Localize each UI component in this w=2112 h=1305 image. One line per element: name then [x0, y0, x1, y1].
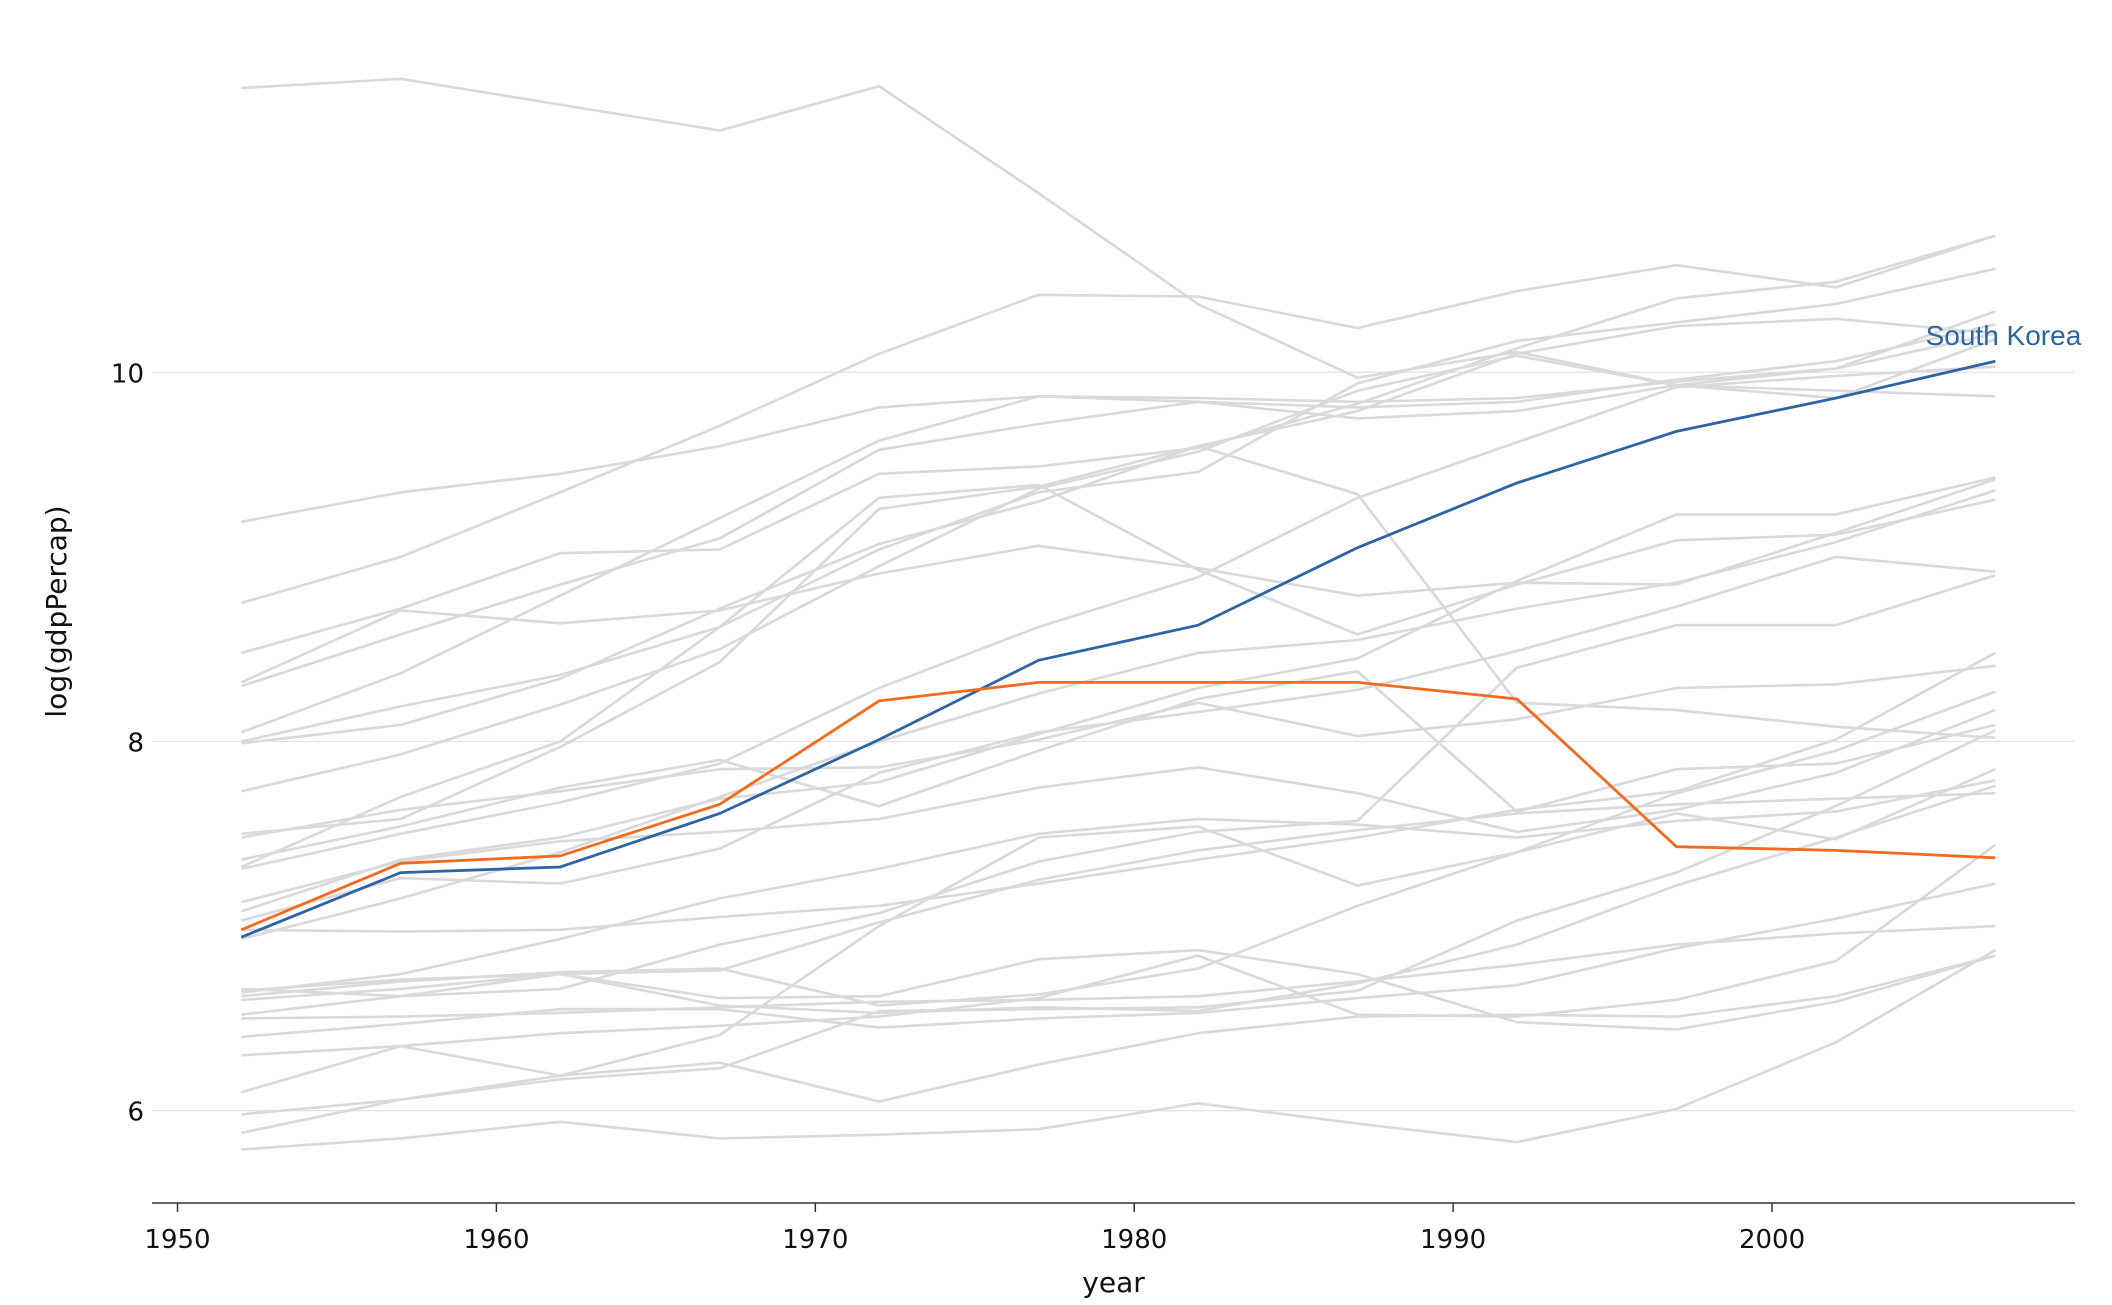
background-series-line-1 [241, 332, 1996, 524]
x-tick-label-0: 1950 [144, 1225, 210, 1255]
y-tick-label-2: 10 [111, 359, 144, 389]
background-series-line-15 [240, 708, 1996, 904]
background-series-line-4 [240, 478, 1996, 684]
y-axis-ticks: 6 8 10 [111, 359, 144, 1127]
background-series-line-12 [241, 669, 1996, 861]
x-tick-label-3: 1980 [1101, 1225, 1167, 1255]
background-series-line-10 [241, 444, 1996, 836]
background-series [240, 77, 1997, 1151]
background-series-line-17 [241, 651, 1996, 933]
x-axis-ticks: 1950 1960 1970 1980 1990 2000 [144, 1203, 1805, 1255]
background-series-line-24 [241, 924, 1996, 1020]
background-series-line-5 [240, 310, 1996, 688]
x-tick-label-1: 1960 [463, 1225, 529, 1255]
grid-lines [152, 371, 2075, 1112]
x-tick-label-5: 2000 [1739, 1225, 1805, 1255]
background-series-line-8 [241, 317, 1996, 745]
background-series-line-14 [241, 365, 1996, 871]
background-series-line-21 [241, 690, 1996, 1007]
y-tick-label-1: 8 [127, 728, 144, 758]
background-series-line-6 [240, 323, 1996, 734]
highlight-series-line-0 [240, 359, 1996, 939]
background-series-line-20 [241, 779, 1996, 994]
x-tick-label-4: 1990 [1420, 1225, 1486, 1255]
background-series-line-28 [241, 768, 1996, 1116]
background-series-line-29 [241, 729, 1996, 1135]
background-series-line-31 [241, 574, 1996, 998]
background-series-line-18 [240, 489, 1996, 941]
background-series-line-0 [241, 77, 1996, 398]
highlight-series-line-1 [240, 681, 1996, 932]
background-series-line-27 [240, 954, 1996, 1103]
background-series-line-22 [241, 948, 1996, 1031]
x-axis-title: year [1082, 1266, 1145, 1299]
background-series-line-2 [240, 234, 1996, 605]
background-series-line-3 [240, 234, 1996, 655]
background-series-line-16 [240, 476, 1996, 913]
highlight-series [240, 359, 1996, 939]
series-label-0: South Korea [1926, 320, 2082, 351]
background-series-line-32 [240, 555, 1996, 922]
background-series-line-7 [241, 267, 1996, 743]
y-tick-label-0: 6 [127, 1098, 144, 1128]
series-labels: South Korea [1926, 320, 2082, 351]
background-series-line-26 [241, 843, 1997, 1057]
background-series-line-9 [241, 337, 1996, 793]
background-series-line-25 [241, 882, 1996, 1039]
x-tick-label-2: 1970 [782, 1225, 848, 1255]
background-series-line-13 [240, 483, 1996, 869]
y-axis-title: log(gdpPercap) [40, 505, 73, 717]
background-series-line-11 [241, 664, 1996, 839]
background-series-line-30 [241, 948, 1996, 1151]
